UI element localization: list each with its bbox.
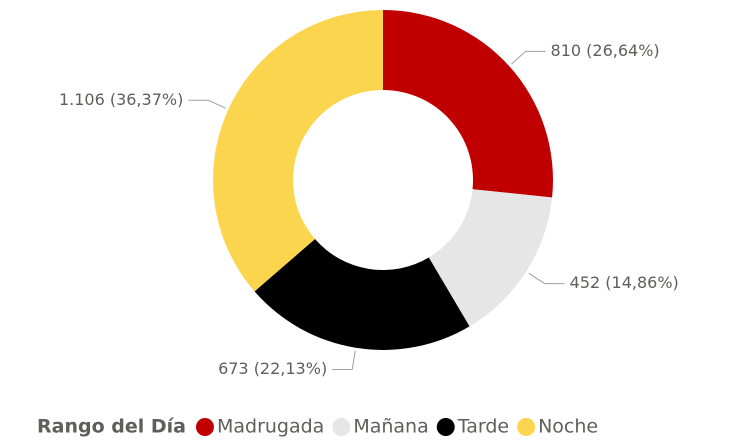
donut-slice (213, 10, 383, 292)
data-label: 673 (22,13%) (218, 359, 327, 378)
legend-marker (436, 418, 455, 436)
legend-title: Rango del Día (37, 416, 186, 438)
legend-marker (195, 418, 214, 436)
data-label: 1.106 (36,37%) (59, 90, 183, 109)
data-label: 452 (14,86%) (570, 273, 679, 292)
leader-line (511, 50, 546, 65)
legend-marker (332, 418, 351, 436)
donut-slice (428, 189, 553, 327)
legend-label: Madrugada (217, 416, 324, 438)
donut-slice (254, 238, 470, 350)
legend-marker (517, 418, 536, 436)
donut-slice (383, 10, 553, 198)
legend-label: Tarde (457, 416, 509, 438)
leader-line (528, 272, 565, 285)
data-label: 810 (26,64%) (551, 41, 660, 60)
legend-label: Noche (538, 416, 598, 438)
leader-line (188, 99, 226, 109)
leader-line (332, 350, 356, 371)
legend-label: Mañana (353, 416, 428, 438)
